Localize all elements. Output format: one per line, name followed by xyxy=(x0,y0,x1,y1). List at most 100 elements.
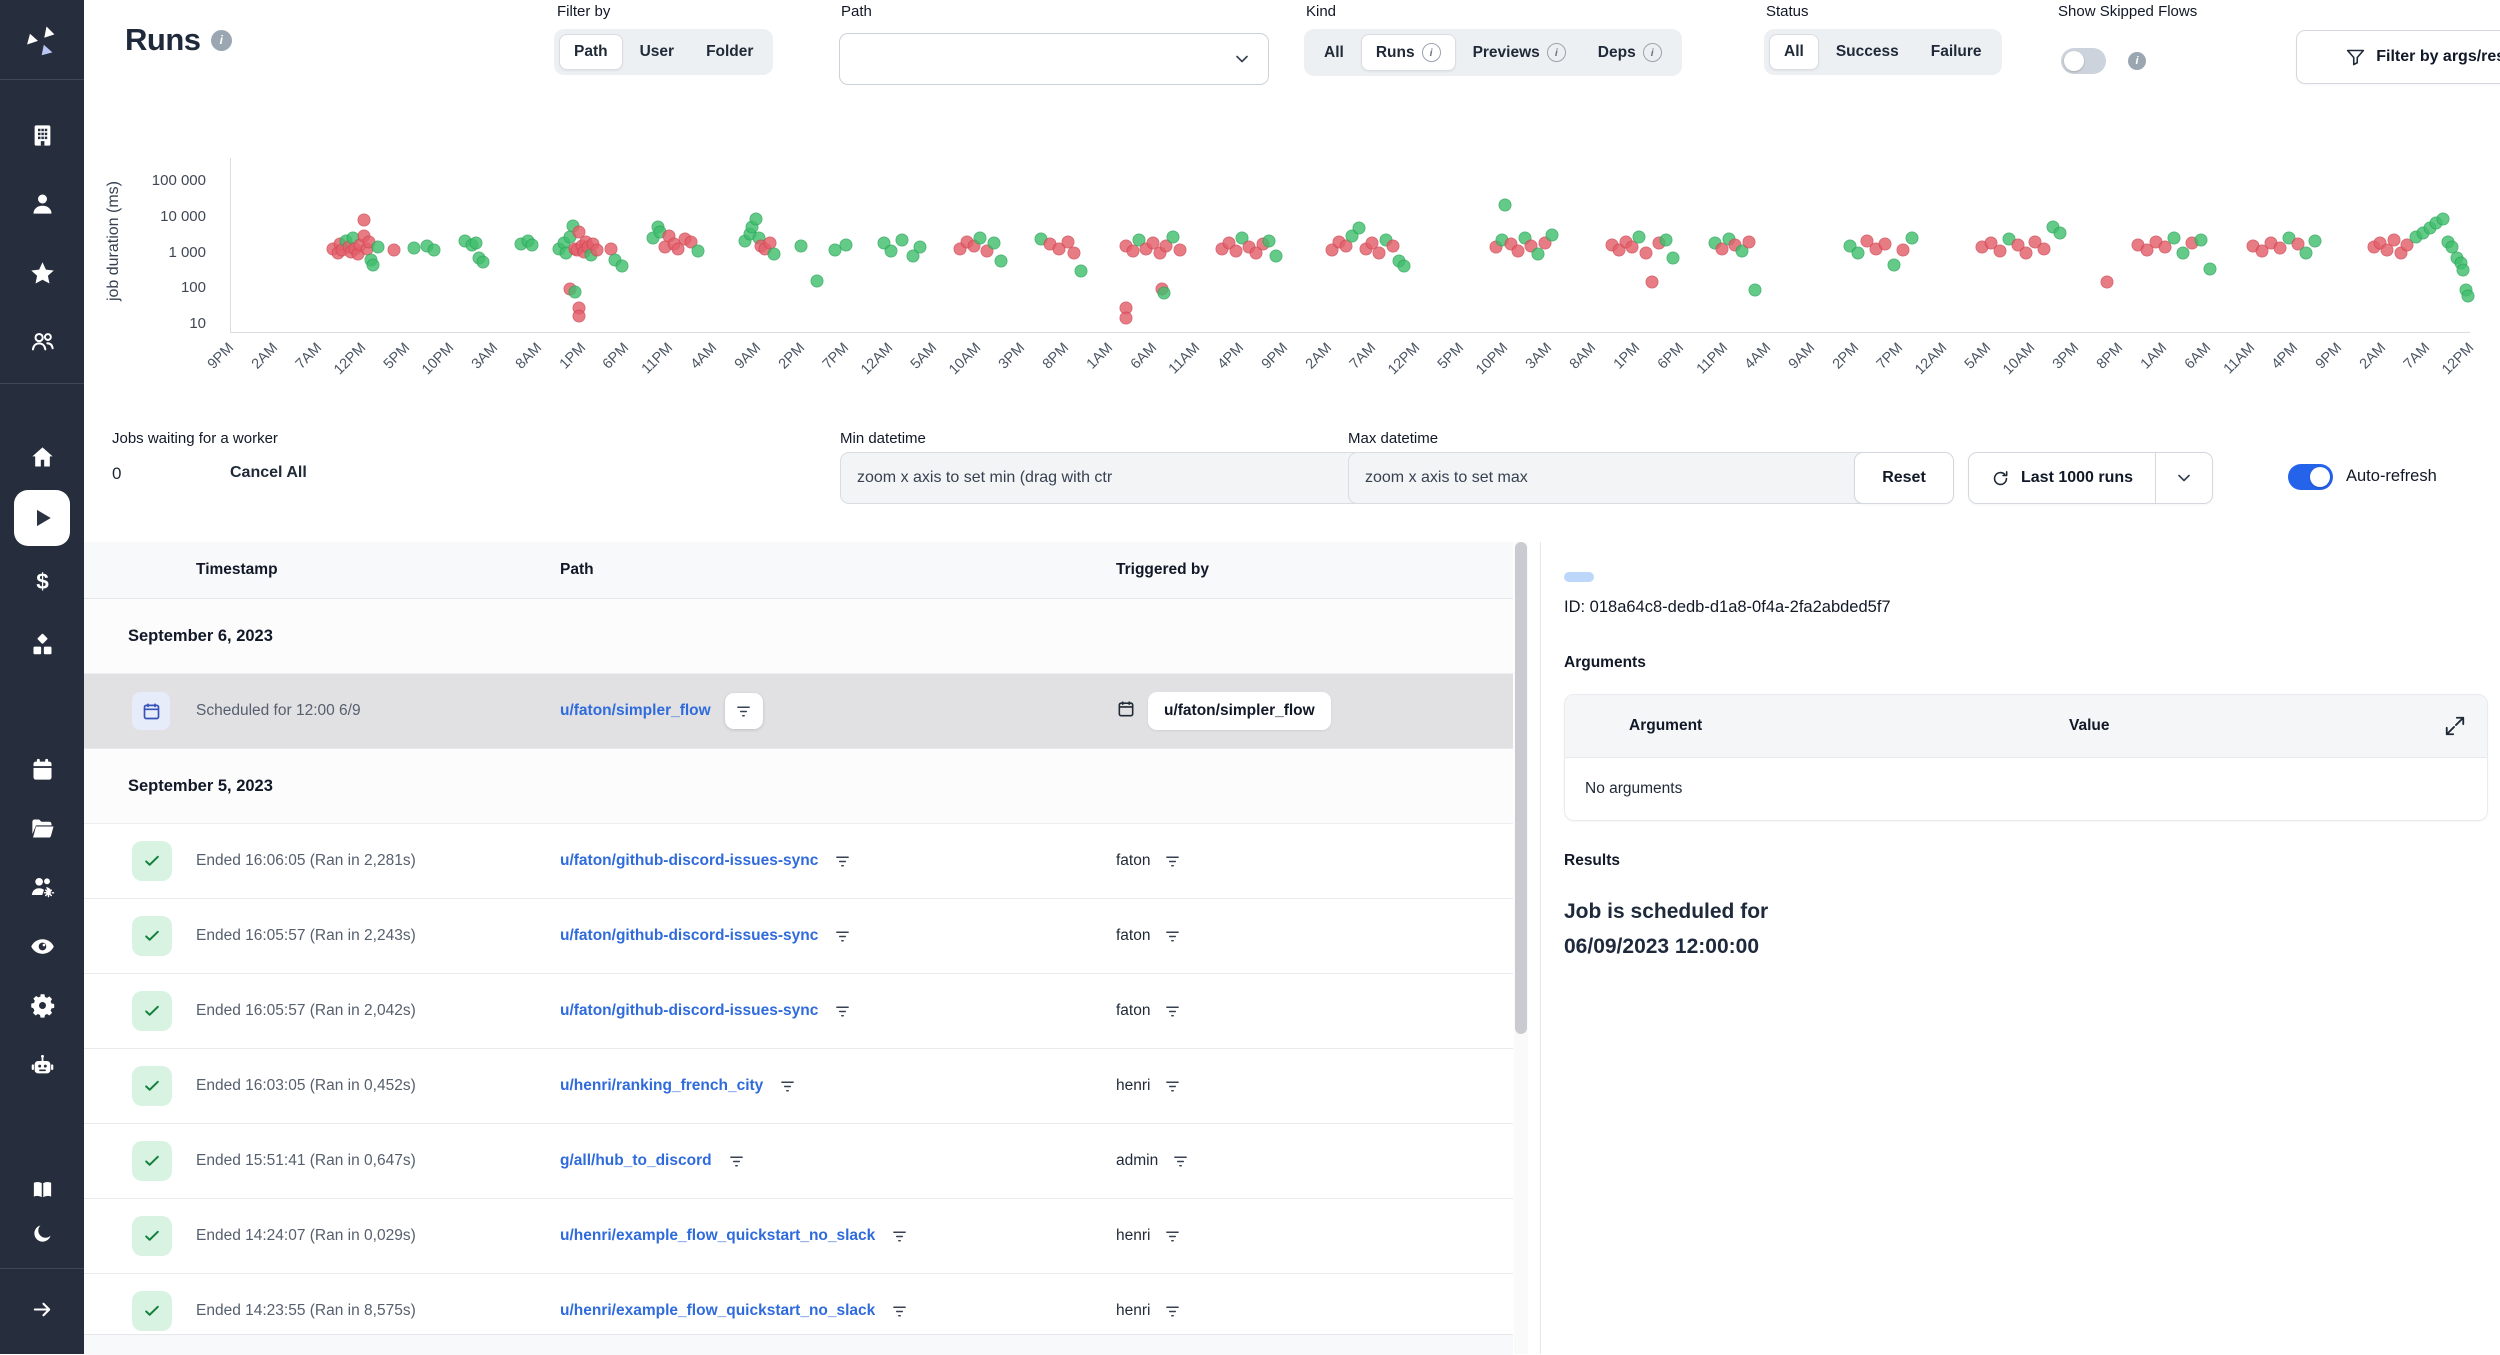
path-select[interactable] xyxy=(839,33,1269,85)
user-group-gear-icon[interactable] xyxy=(23,867,61,905)
filter-by-option-user[interactable]: User xyxy=(639,43,675,60)
filter-args-button[interactable]: Filter by args/result xyxy=(2296,30,2500,84)
run-path-link[interactable]: u/henri/ranking_french_city xyxy=(560,1077,764,1094)
scatter-point xyxy=(2176,246,2190,260)
runs-table: Timestamp Path Triggered by September 6,… xyxy=(84,542,1513,1349)
cancel-all-button[interactable]: Cancel All xyxy=(230,464,307,481)
filter-user-icon[interactable] xyxy=(1162,1001,1183,1022)
filter-path-icon[interactable] xyxy=(726,1151,747,1172)
filter-user-icon[interactable] xyxy=(1170,1151,1191,1172)
filter-by-option-folder[interactable]: Folder xyxy=(706,43,754,60)
run-path-link[interactable]: u/henri/example_flow_quickstart_no_slack xyxy=(560,1227,876,1244)
run-path-link[interactable]: u/faton/github-discord-issues-sync xyxy=(560,1002,819,1019)
info-icon[interactable]: i xyxy=(210,29,232,51)
loading-dash xyxy=(1564,572,1594,582)
table-row[interactable]: Ended 16:03:05 (Ran in 0,452s) u/henri/ra… xyxy=(84,1049,1513,1124)
page-title: Runs i xyxy=(125,22,232,58)
filter-path-icon[interactable] xyxy=(724,693,763,729)
table-row[interactable]: Ended 16:06:05 (Ran in 2,281s) u/faton/gi… xyxy=(84,824,1513,899)
scatter-point xyxy=(2203,262,2217,276)
scatter-point xyxy=(427,243,441,257)
col-path: Path xyxy=(560,561,594,578)
filter-by-label: Filter by xyxy=(557,3,611,20)
filter-path-icon[interactable] xyxy=(832,926,853,947)
book-icon[interactable] xyxy=(23,1170,61,1208)
filter-path-icon[interactable] xyxy=(832,1001,853,1022)
scatter-point xyxy=(1074,264,1088,278)
info-icon[interactable]: i xyxy=(2128,52,2146,70)
table-row[interactable]: Ended 16:05:57 (Ran in 2,243s) u/faton/gi… xyxy=(84,899,1513,974)
table-scrollbar[interactable] xyxy=(1514,542,1528,1354)
filter-user-icon[interactable] xyxy=(1162,851,1183,872)
filter-path-icon[interactable] xyxy=(777,1076,798,1097)
play-icon[interactable] xyxy=(14,490,70,546)
status-option-success[interactable]: Success xyxy=(1835,43,1899,60)
auto-refresh-toggle[interactable] xyxy=(2288,464,2333,490)
filter-by-option-path[interactable]: Path xyxy=(559,34,623,70)
moon-icon[interactable] xyxy=(23,1214,61,1252)
run-timestamp: Ended 14:23:55 (Ran in 8,575s) xyxy=(196,1302,416,1319)
cubes-icon[interactable] xyxy=(23,626,61,664)
info-icon[interactable]: i xyxy=(1546,43,1566,62)
run-timestamp: Ended 14:24:07 (Ran in 0,029s) xyxy=(196,1227,416,1244)
scatter-point xyxy=(1748,283,1762,297)
y-tick-label: 10 000 xyxy=(160,207,206,225)
calendar-icon[interactable] xyxy=(23,750,61,788)
arrow-right-icon[interactable] xyxy=(23,1290,61,1328)
run-path-link[interactable]: u/faton/github-discord-issues-sync xyxy=(560,927,819,944)
filter-path-icon[interactable] xyxy=(889,1301,910,1322)
last-runs-button[interactable]: Last 1000 runs xyxy=(1969,453,2155,503)
filter-user-icon[interactable] xyxy=(1162,926,1183,947)
scatter-point xyxy=(2400,238,2414,252)
home-icon[interactable] xyxy=(23,438,61,476)
filter-user-icon[interactable] xyxy=(1162,1076,1183,1097)
folder-icon[interactable] xyxy=(23,809,61,847)
info-icon[interactable]: i xyxy=(1642,43,1662,62)
panel-divider xyxy=(1540,542,1541,1354)
run-path-link[interactable]: g/all/hub_to_discord xyxy=(560,1152,712,1169)
eye-icon[interactable] xyxy=(23,927,61,965)
scatter-point xyxy=(1735,244,1749,258)
dollar-icon[interactable]: $ xyxy=(23,562,61,600)
gear-icon[interactable] xyxy=(23,986,61,1024)
kind-option-deps[interactable]: Deps i xyxy=(1583,34,1677,71)
building-icon[interactable] xyxy=(23,116,61,154)
status-option-failure[interactable]: Failure xyxy=(1930,43,1982,60)
users-icon[interactable] xyxy=(23,322,61,360)
reset-button[interactable]: Reset xyxy=(1854,452,1954,504)
windmill-logo-icon[interactable] xyxy=(0,0,84,80)
table-row[interactable]: Scheduled for 12:00 6/9 u/faton/simpler_f… xyxy=(84,674,1513,749)
kind-option-previews[interactable]: Previews i xyxy=(1458,34,1581,71)
scatter-point xyxy=(1511,244,1525,258)
filter-path-icon[interactable] xyxy=(832,851,853,872)
kind-option-all[interactable]: All xyxy=(1324,43,1344,61)
min-datetime-input[interactable]: zoom x axis to set min (drag with ctr xyxy=(840,452,1402,504)
filter-user-icon[interactable] xyxy=(1162,1301,1183,1322)
table-row[interactable]: Ended 14:24:07 (Ran in 0,029s) u/henri/ex… xyxy=(84,1199,1513,1274)
triggered-by-user: faton xyxy=(1116,927,1151,944)
success-check-icon xyxy=(132,1141,172,1181)
status-option-all[interactable]: All xyxy=(1769,34,1819,70)
star-icon[interactable] xyxy=(23,254,61,292)
runs-duration-chart[interactable]: job duration (ms) 100 000 10 000 1 000 100 1… xyxy=(84,92,2500,424)
user-icon[interactable] xyxy=(23,184,61,222)
show-skipped-toggle[interactable] xyxy=(2061,48,2106,74)
scatter-point xyxy=(2194,233,2208,247)
run-path-link[interactable]: u/faton/simpler_flow xyxy=(560,702,711,719)
robot-icon[interactable] xyxy=(23,1046,61,1084)
kind-option-runs[interactable]: Runs i xyxy=(1360,34,1456,71)
table-row[interactable]: Ended 16:05:57 (Ran in 2,042s) u/faton/gi… xyxy=(84,974,1513,1049)
filter-user-icon[interactable] xyxy=(1162,1226,1183,1247)
info-icon[interactable]: i xyxy=(1421,43,1441,62)
last-runs-dropdown-button[interactable] xyxy=(2155,453,2212,503)
scrollbar-thumb[interactable] xyxy=(1515,542,1527,1034)
scatter-point xyxy=(1545,228,1559,242)
run-path-link[interactable]: u/faton/github-discord-issues-sync xyxy=(560,852,819,869)
scatter-point xyxy=(1126,244,1140,258)
run-path-link[interactable]: u/henri/example_flow_quickstart_no_slack xyxy=(560,1302,876,1319)
table-row[interactable]: Ended 15:51:41 (Ran in 0,647s) g/all/hub_… xyxy=(84,1124,1513,1199)
expand-icon[interactable] xyxy=(2441,712,2469,740)
max-datetime-input[interactable]: zoom x axis to set max xyxy=(1348,452,1910,504)
scatter-point xyxy=(2140,243,2154,257)
filter-path-icon[interactable] xyxy=(889,1226,910,1247)
